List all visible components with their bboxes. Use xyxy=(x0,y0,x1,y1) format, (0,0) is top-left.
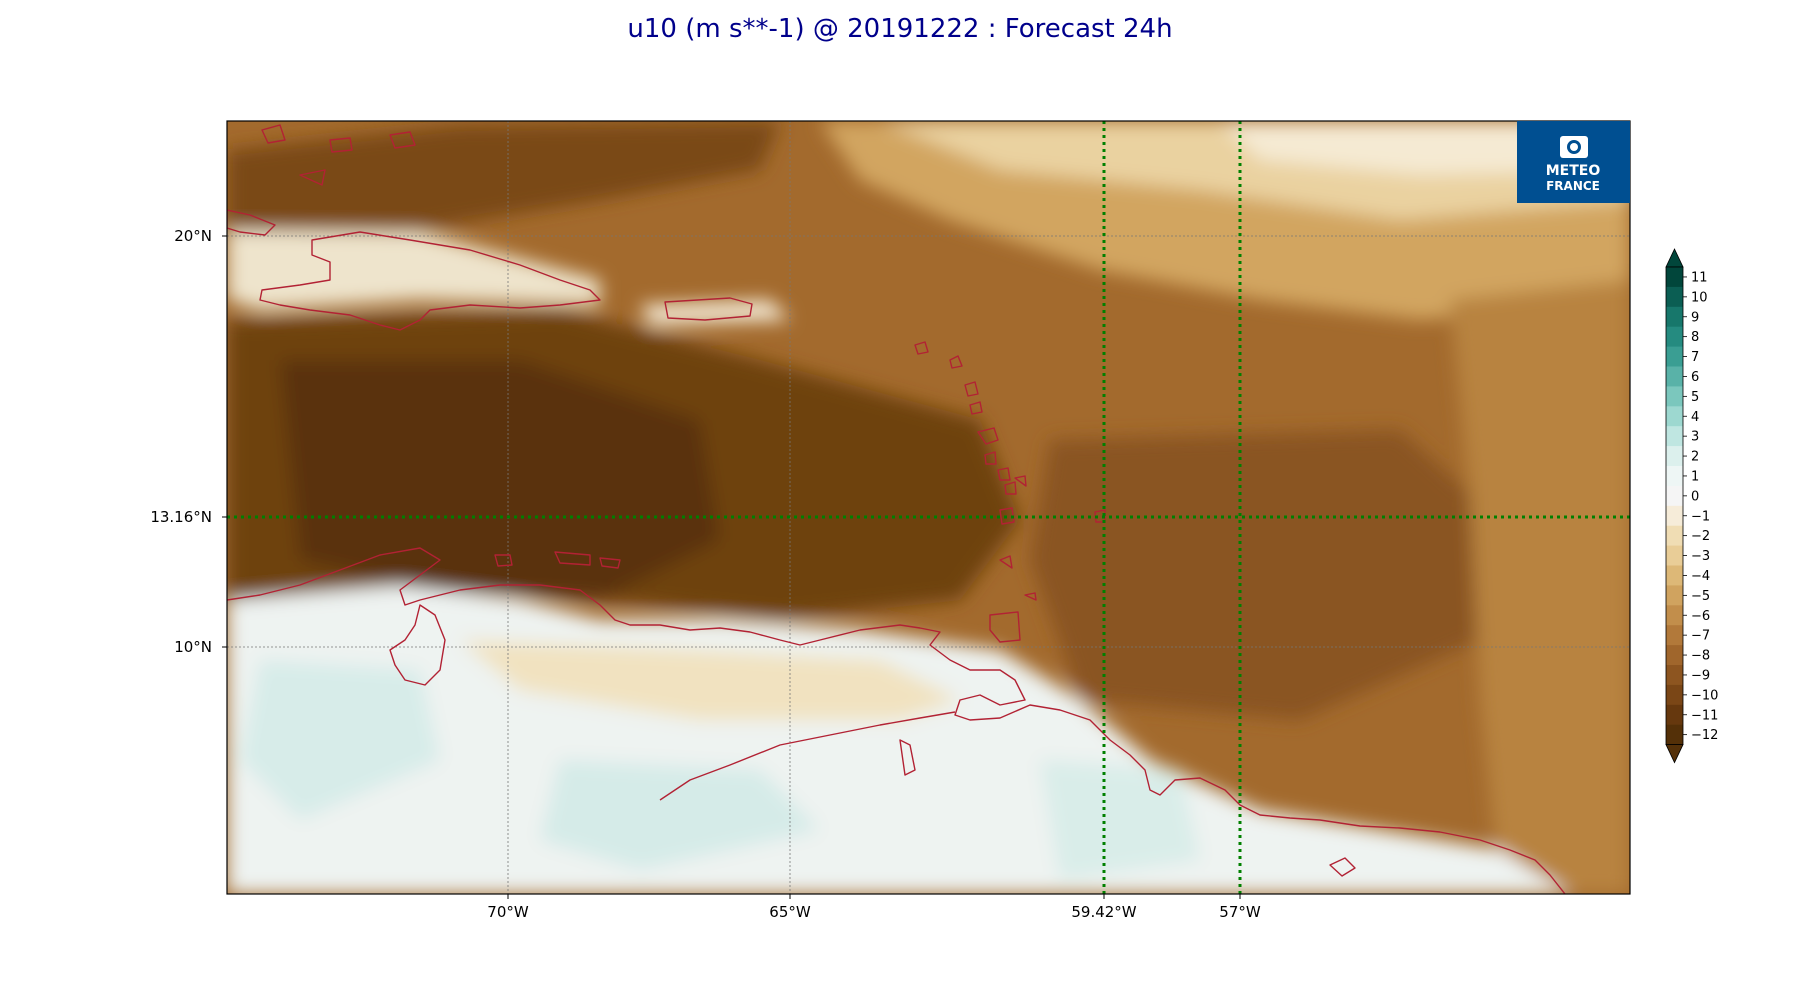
colorbar-swatch xyxy=(1666,545,1683,566)
colorbar-swatch xyxy=(1666,406,1683,427)
colorbar-swatch xyxy=(1666,724,1683,746)
colorbar-swatch xyxy=(1666,525,1683,547)
lon-tick-label: 65°W xyxy=(769,903,811,921)
colorbar-swatch xyxy=(1666,306,1683,328)
colorbar-tick-label: 6 xyxy=(1691,370,1699,385)
colorbar-swatch xyxy=(1666,346,1683,367)
colorbar-swatch xyxy=(1666,326,1683,348)
colorbar-tick-label: −8 xyxy=(1691,649,1710,664)
colorbar-swatch xyxy=(1666,426,1683,447)
colorbar-swatch xyxy=(1666,386,1683,407)
colorbar-tick-label: 3 xyxy=(1691,430,1699,445)
colorbar-tick-label: −11 xyxy=(1691,708,1718,723)
logo-line1: METEO xyxy=(1546,163,1601,179)
logo-emblem-icon xyxy=(1560,136,1588,158)
lat-tick-label: 20°N xyxy=(174,227,212,245)
lat-tick-label: 10°N xyxy=(174,638,212,656)
lon-tick-label: 57°W xyxy=(1219,903,1261,921)
lon-tick-label: 70°W xyxy=(487,903,529,921)
colorbar-tick-label: −4 xyxy=(1691,569,1710,584)
colorbar-tick-label: 10 xyxy=(1691,290,1708,305)
colorbar-swatch xyxy=(1666,446,1683,467)
colorbar-tick-label: 1 xyxy=(1691,469,1699,484)
colorbar-swatch xyxy=(1666,684,1683,706)
colorbar-tick-label: −1 xyxy=(1691,509,1710,524)
colorbar-tick-label: 7 xyxy=(1691,350,1699,365)
colorbar-extend-min xyxy=(1665,744,1684,764)
colorbar-swatch xyxy=(1666,605,1683,626)
colorbar-swatch xyxy=(1666,466,1683,487)
colorbar-tick-label: −7 xyxy=(1691,629,1710,644)
colorbar-tick-label: 11 xyxy=(1691,270,1708,285)
logo-line2: FRANCE xyxy=(1546,179,1600,193)
meteo-france-logo: METEO FRANCE xyxy=(1517,121,1630,203)
colorbar-swatch xyxy=(1666,585,1683,606)
colorbar-swatch xyxy=(1666,267,1683,288)
wind-field xyxy=(227,121,1630,894)
colorbar-swatch xyxy=(1666,565,1683,586)
colorbar-tick-label: −9 xyxy=(1691,668,1710,683)
colorbar-tick-label: −10 xyxy=(1691,688,1718,703)
lat-tick-label: 13.16°N xyxy=(150,508,212,526)
chart-title: u10 (m s**-1) @ 20191222 : Forecast 24h xyxy=(627,14,1173,44)
colorbar-tick-label: 8 xyxy=(1691,330,1699,345)
colorbar-swatch xyxy=(1666,625,1683,646)
colorbar-swatch xyxy=(1666,665,1683,686)
colorbar-tick-label: −5 xyxy=(1691,589,1710,604)
map-frame xyxy=(226,120,1631,895)
colorbar-tick-label: −6 xyxy=(1691,609,1710,624)
colorbar-frame xyxy=(1665,266,1684,746)
colorbar-tick-label: 2 xyxy=(1691,450,1699,465)
colorbar-swatch xyxy=(1666,645,1683,666)
colorbar-tick-label: −2 xyxy=(1691,529,1710,544)
lon-tick-label: 59.42°W xyxy=(1071,903,1136,921)
colorbar-tick-label: 5 xyxy=(1691,390,1699,405)
colorbar-swatch xyxy=(1666,704,1683,726)
colorbar-tick-label: −12 xyxy=(1691,728,1718,743)
colorbar-tick-label: 9 xyxy=(1691,310,1699,325)
colorbar-tick-label: 0 xyxy=(1691,489,1699,504)
colorbar-swatch xyxy=(1666,366,1683,387)
colorbar-tick-label: 4 xyxy=(1691,410,1699,425)
colorbar-extend-max xyxy=(1665,248,1684,268)
colorbar-tick-label: −3 xyxy=(1691,549,1710,564)
colorbar-swatch xyxy=(1666,286,1683,308)
colorbar-swatch xyxy=(1666,505,1683,527)
colorbar-swatch xyxy=(1666,485,1683,507)
colorbar: 11109876543210−1−2−3−4−5−6−7−8−9−10−11−1… xyxy=(1665,248,1718,764)
